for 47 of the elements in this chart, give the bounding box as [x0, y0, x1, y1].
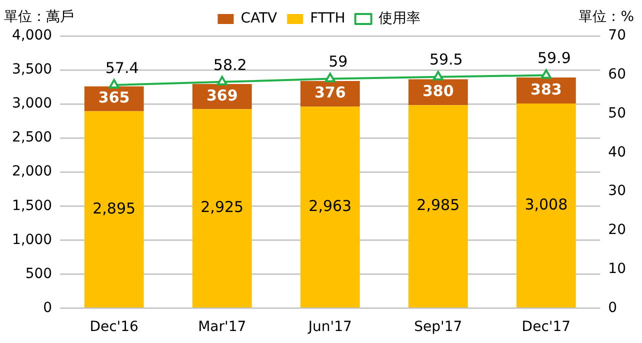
bar	[192, 109, 252, 308]
x-tick-label: Dec'16	[90, 319, 139, 336]
y2-tick-label: 60	[608, 66, 626, 83]
bar	[84, 111, 144, 308]
y-tick-label: 1,000	[12, 232, 52, 248]
data-label: 376	[314, 84, 346, 102]
y2-tick-label: 40	[608, 144, 626, 160]
y2-tick-label: 50	[608, 105, 626, 122]
x-tick-label: Sep'17	[414, 319, 462, 336]
data-label: 2,963	[308, 196, 352, 215]
data-label: 59.9	[537, 49, 571, 68]
y2-tick-label: 70	[608, 28, 626, 44]
legend-label: 使用率	[378, 10, 420, 27]
y-tick-label: 2,500	[12, 130, 52, 146]
y-tick-label: 4,000	[12, 28, 52, 44]
data-label: 2,925	[200, 198, 244, 216]
x-tick-label: Jun'17	[307, 319, 352, 336]
y-tick-label: 0	[43, 300, 52, 316]
data-label: 383	[530, 80, 562, 98]
data-label: 57.4	[105, 58, 139, 77]
data-label: 3,008	[524, 195, 568, 214]
y-tick-label: 500	[25, 266, 52, 282]
data-label: 2,895	[92, 199, 136, 218]
y2-tick-label: 30	[608, 183, 626, 200]
y2-tick-label: 10	[608, 260, 626, 277]
bar	[408, 105, 468, 308]
y2-axis-title: 單位：%	[578, 8, 634, 26]
y-axis-title: 單位：萬戶	[4, 8, 74, 26]
y2-tick-label: 0	[608, 300, 618, 316]
data-label: 59.5	[429, 50, 463, 69]
y-tick-label: 2,000	[12, 164, 52, 180]
bar	[300, 106, 360, 308]
y-tick-label: 3,000	[12, 96, 52, 112]
data-label: 2,985	[416, 196, 460, 214]
legend-label: CATV	[240, 10, 278, 27]
data-label: 369	[206, 86, 238, 104]
y2-tick-label: 20	[608, 222, 626, 238]
data-label: 365	[98, 88, 130, 107]
bar	[516, 104, 576, 308]
y-tick-label: 1,500	[12, 198, 52, 214]
data-label: 380	[422, 82, 454, 100]
x-tick-label: Dec'17	[522, 319, 571, 336]
y-tick-label: 3,500	[12, 62, 52, 78]
data-label: 59	[328, 52, 348, 71]
legend-label: FTTH	[310, 10, 346, 27]
x-tick-label: Mar'17	[198, 319, 246, 336]
data-label: 58.2	[213, 56, 247, 74]
